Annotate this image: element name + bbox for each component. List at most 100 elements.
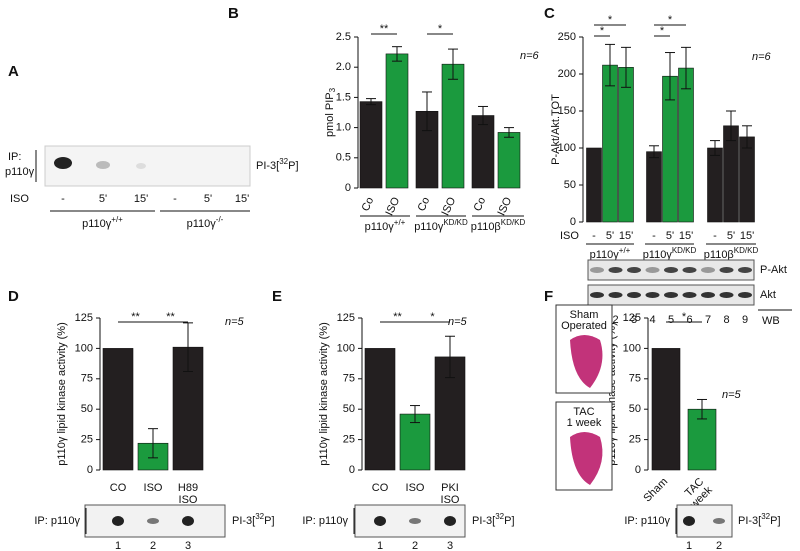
y-tick-label: 50 (81, 403, 93, 415)
sig-label: * (438, 23, 443, 35)
error-bar (649, 145, 659, 159)
group-label: p110γ+/+ (82, 215, 123, 230)
lane-number: 3 (185, 540, 191, 551)
y-tick-label: 50 (564, 179, 576, 191)
sig-label: * (608, 14, 613, 26)
error-bar (742, 125, 752, 149)
panel-label: C (544, 5, 555, 22)
band (374, 516, 386, 526)
bar (471, 115, 495, 189)
band (683, 516, 695, 526)
x-tick-label: 5' (666, 230, 674, 242)
lane-number: 2 (716, 540, 722, 551)
sig-label: ** (166, 311, 175, 323)
lane-number: 5 (668, 314, 674, 326)
bar (102, 348, 134, 471)
y-tick-label: 25 (629, 434, 641, 446)
band (701, 292, 715, 298)
band (147, 518, 159, 524)
panel-label: E (272, 288, 282, 305)
signal-label: PI-3[32P] (472, 512, 515, 527)
error-bar (148, 428, 158, 459)
y-tick-label: 100 (558, 142, 576, 154)
signal-label-sup: 32 (255, 512, 264, 521)
bar (497, 132, 521, 189)
y-axis-label-base: P-Akt/Akt.TOT (550, 94, 562, 165)
x-tick-label: PKI ISO (441, 482, 460, 506)
ip-label: IP: p110γ (34, 515, 80, 527)
error-bar (445, 335, 455, 379)
x-tick-label: Sham (641, 476, 670, 505)
x-tick-label: ISO (406, 482, 425, 494)
band (738, 267, 752, 273)
error-bar (621, 46, 631, 88)
band (682, 292, 697, 298)
y-axis-label-base: p110γ lipid kinase activity (%) (56, 322, 68, 465)
y-axis-label: pmol PIP3 (324, 87, 337, 137)
lane-label: 15' (134, 193, 148, 205)
group-label-base: p110γ (643, 249, 673, 261)
y-tick-label: 1.5 (336, 91, 351, 103)
bar (586, 147, 602, 223)
group-label: p110γ-/- (187, 215, 224, 230)
y-tick-label: 0 (345, 182, 351, 194)
y-tick-label: 0 (635, 464, 641, 476)
group-label-sup: KD/KD (734, 246, 759, 255)
y-tick-label: 1.0 (336, 122, 351, 134)
x-tick-label: ISO (495, 195, 514, 218)
sig-label: * (682, 311, 687, 323)
n-label: n=5 (722, 389, 742, 401)
y-axis-label: p110γ lipid kinase activity (%) (318, 322, 330, 465)
band (701, 267, 715, 273)
x-tick-label: - (713, 230, 717, 242)
band (738, 292, 752, 298)
band (96, 161, 110, 169)
lane-number: 6 (686, 314, 692, 326)
group-label-sup: +/+ (111, 215, 123, 224)
x-tick-label: Co (416, 195, 433, 213)
lane-label: 5' (204, 193, 212, 205)
group-label-base: p110γ (365, 221, 395, 233)
group-label-base: p110β (471, 221, 501, 233)
signal-label-base: PI-3[ (256, 160, 279, 172)
x-tick-label: ISO (383, 195, 402, 218)
label-line: PKI (441, 482, 459, 494)
lane-label: - (173, 193, 177, 205)
lane-number: 2 (150, 540, 156, 551)
group-label: p110βKD/KD (704, 246, 759, 261)
error-bar (448, 48, 458, 80)
signal-label-rest: P] (770, 515, 780, 527)
sig-label: * (430, 311, 435, 323)
group-label: p110γ+/+ (590, 246, 631, 261)
panel-label: B (228, 5, 239, 22)
ip-target: p110γ (5, 166, 35, 178)
ip-label: IP: p110γ (302, 515, 348, 527)
lane-number: 4 (649, 314, 655, 326)
bar (602, 64, 618, 223)
y-tick-label: 2.0 (336, 61, 351, 73)
x-tick-label: 15' (740, 230, 754, 242)
group-label-sup: KD/KD (443, 218, 468, 227)
y-tick-label: 125 (75, 312, 93, 324)
band (590, 267, 604, 273)
signal-label-base: PI-3[ (738, 515, 761, 527)
group-label: p110γKD/KD (414, 218, 468, 233)
x-tick-label: ISO (144, 482, 163, 494)
y-axis-label-base: pmol PIP (324, 92, 336, 137)
y-axis-label: p110γ lipid kinase activity (%) (56, 322, 68, 465)
y-tick-label: 0.5 (336, 152, 351, 164)
y-tick-label: 250 (558, 31, 576, 43)
error-bar (605, 43, 615, 87)
y-axis-label-sub: 3 (328, 87, 337, 92)
error-bar (504, 127, 514, 138)
y-tick-label: 0 (570, 216, 576, 228)
band (54, 157, 72, 169)
group-label-sup: -/- (216, 215, 224, 224)
y-tick-label: 100 (623, 342, 641, 354)
error-bar (183, 322, 193, 373)
signal-label-base: PI-3[ (472, 515, 495, 527)
lane-number: 2 (612, 314, 618, 326)
blot-method: WB (762, 315, 780, 327)
band (112, 516, 124, 526)
x-tick-label: H89 ISO (178, 482, 198, 506)
